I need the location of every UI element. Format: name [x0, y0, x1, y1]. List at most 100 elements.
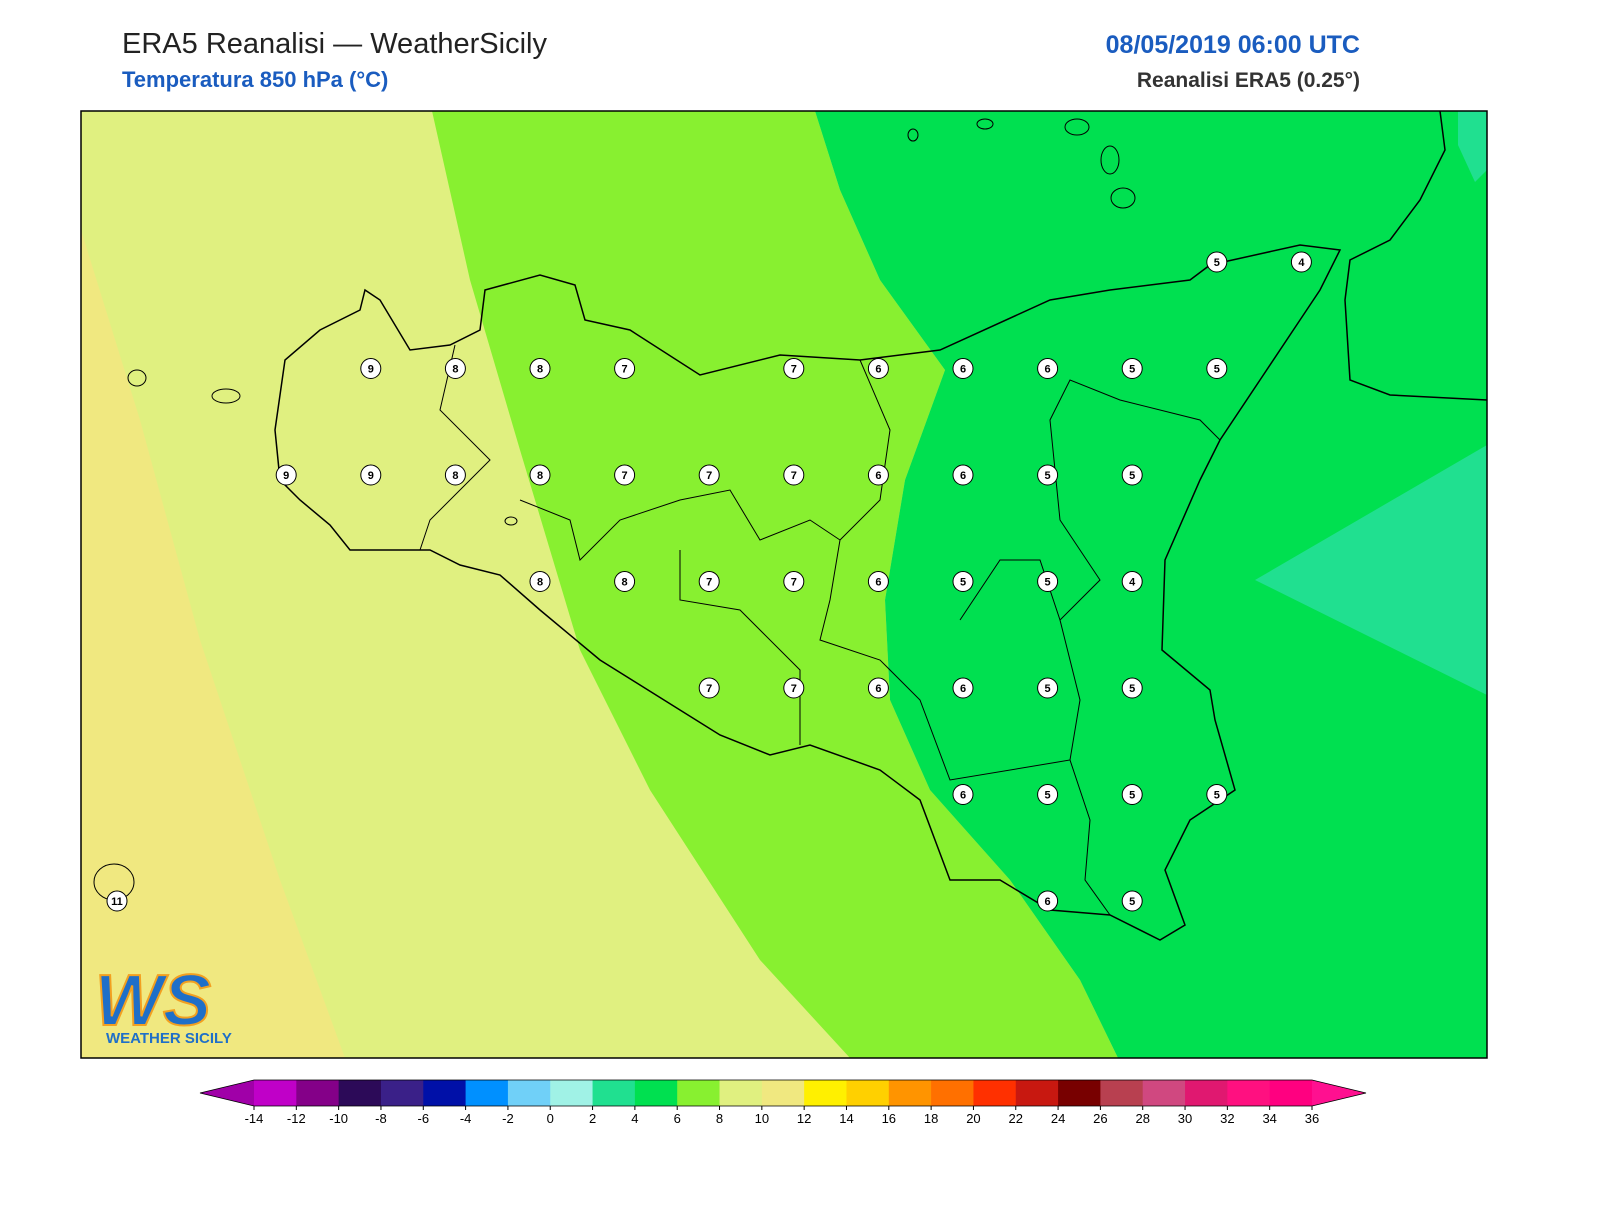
- point-marker: [529, 358, 551, 379]
- field-4-6: [815, 111, 1487, 1058]
- colorbar-cell: [380, 1080, 424, 1106]
- point-value: 6: [960, 470, 966, 482]
- colorbar-cell: [888, 1080, 932, 1106]
- point-value: 4: [1129, 577, 1136, 589]
- point-marker: [1206, 358, 1228, 379]
- point-marker: [783, 677, 805, 699]
- colorbar-tick-label: 24: [1051, 1111, 1065, 1126]
- colorbar-cell: [1227, 1080, 1271, 1106]
- point-value: 6: [1045, 364, 1051, 376]
- field-6-8: [432, 111, 1118, 1058]
- point-marker: [275, 464, 297, 486]
- point-value: 6: [960, 364, 966, 376]
- colorbar-cell: [719, 1080, 763, 1106]
- coastline-calabria: [1344, 110, 1488, 401]
- point-value: 5: [1045, 470, 1051, 482]
- province-border: [419, 344, 491, 551]
- colorbar-tick-label: 20: [966, 1111, 980, 1126]
- colorbar-tick-label: 2: [589, 1111, 596, 1126]
- point-marker: [1037, 784, 1059, 805]
- island: [1110, 187, 1136, 209]
- point-marker: [1037, 890, 1059, 912]
- island: [1100, 145, 1120, 175]
- colorbar-tick-label: 32: [1220, 1111, 1234, 1126]
- coastline-sicily: [274, 244, 1342, 941]
- island: [211, 388, 241, 404]
- colorbar-tick-label: 22: [1009, 1111, 1023, 1126]
- point-marker: [698, 571, 720, 592]
- colorbar-tick-label: -10: [329, 1111, 348, 1126]
- point-value: 7: [791, 577, 797, 589]
- point-value: 7: [706, 577, 712, 589]
- point-value: 9: [283, 470, 289, 482]
- point-value: 4: [1298, 257, 1305, 269]
- colorbar-cell: [338, 1080, 382, 1106]
- point-marker: [360, 464, 382, 486]
- datetime: 08/05/2019 06:00 UTC: [1106, 31, 1360, 59]
- point-value: 6: [875, 577, 881, 589]
- colorbar-tick-label: 0: [547, 1111, 554, 1126]
- point-value: 5: [960, 577, 966, 589]
- point-marker: [1121, 464, 1143, 486]
- point-marker: [1290, 251, 1312, 273]
- point-value: 6: [1045, 896, 1051, 908]
- point-value: 7: [622, 364, 628, 376]
- point-marker: [1121, 677, 1143, 699]
- point-value: 6: [875, 683, 881, 695]
- point-value: 8: [452, 470, 458, 482]
- colorbar-tick-label: 16: [882, 1111, 896, 1126]
- colorbar-cell: [254, 1080, 297, 1106]
- field-2-4: [1458, 111, 1487, 182]
- point-value: 7: [791, 364, 797, 376]
- point-value: 5: [1129, 790, 1135, 802]
- point-value: 7: [791, 470, 797, 482]
- island: [127, 369, 147, 387]
- point-value: 8: [537, 470, 543, 482]
- point-marker: [529, 571, 551, 592]
- point-marker: [783, 464, 805, 486]
- point-marker: [783, 358, 805, 379]
- point-value: 6: [960, 683, 966, 695]
- point-marker: [614, 358, 636, 379]
- point-value: 5: [1214, 364, 1220, 376]
- point-marker: [952, 464, 974, 486]
- value-points: 5 4 9 8 8 7 7 6 6 6 5 5 9 9 8 8 7 7 7 6 6 5 5 8 8 7 7 6 5 5 4 7 7 6 6 5 5 6 5 5…: [106, 251, 1312, 912]
- colorbar-cell: [804, 1080, 847, 1106]
- colorbar-cell: [592, 1080, 636, 1106]
- source: Reanalisi ERA5 (0.25°): [1137, 69, 1360, 92]
- point-value: 7: [622, 470, 628, 482]
- island: [976, 118, 994, 130]
- colorbar-tick-label: -8: [375, 1111, 387, 1126]
- point-value: 9: [368, 364, 374, 376]
- point-marker: [952, 571, 974, 592]
- colorbar-tick-label: 4: [631, 1111, 638, 1126]
- colorbar-extend-high: [1312, 1080, 1366, 1106]
- point-value: 8: [537, 364, 543, 376]
- colorbar-cell: [550, 1080, 594, 1106]
- colorbar-tick-label: 8: [716, 1111, 723, 1126]
- map: 5 4 9 8 8 7 7 6 6 6 5 5 9 9 8 8 7 7 7 6 6 5 5 8 8 7 7 6 5 5 4 7 7 6 6 5 5 6 5 5…: [80, 110, 1488, 1059]
- point-marker: [867, 677, 889, 699]
- logo-mark: WS: [95, 961, 211, 1041]
- point-marker: [614, 571, 636, 592]
- logo-name: WEATHER SICILY: [106, 1030, 232, 1047]
- point-value: 5: [1129, 683, 1135, 695]
- point-marker: [444, 358, 466, 379]
- colorbar-cell: [677, 1080, 721, 1106]
- colorbar-tick-label: 26: [1093, 1111, 1107, 1126]
- point-value: 7: [706, 470, 712, 482]
- colorbar-tick-label: 36: [1305, 1111, 1319, 1126]
- point-value: 5: [1045, 577, 1051, 589]
- point-value: 5: [1045, 790, 1051, 802]
- point-marker: [1121, 890, 1143, 912]
- island: [1064, 118, 1090, 136]
- point-marker: [614, 464, 636, 486]
- point-value: 6: [875, 470, 881, 482]
- colorbar-tick-label: 6: [674, 1111, 681, 1126]
- colorbar-tick-label: 14: [839, 1111, 853, 1126]
- colorbar-tick-label: 28: [1135, 1111, 1149, 1126]
- point-marker: [1206, 784, 1228, 805]
- point-marker: [1037, 571, 1059, 592]
- point-value: 8: [452, 364, 458, 376]
